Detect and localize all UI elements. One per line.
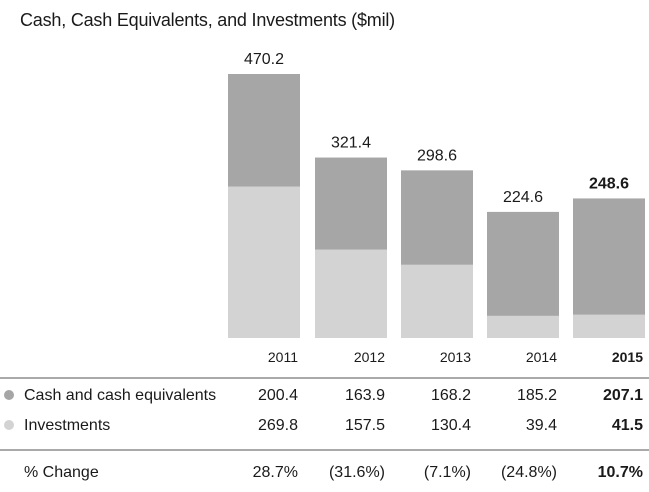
value-cash-2014: 185.2: [517, 387, 557, 404]
bar-investments-2013: [401, 264, 473, 338]
year-label-2014: 2014: [526, 349, 557, 365]
change-value-2011: 28.7%: [253, 464, 298, 481]
value-investments-2011: 269.8: [258, 417, 298, 434]
change-value-2013: (7.1%): [424, 464, 471, 481]
year-label-2012: 2012: [354, 349, 385, 365]
chart-title: Cash, Cash Equivalents, and Investments …: [20, 10, 395, 30]
value-cash-2013: 168.2: [431, 387, 471, 404]
bar-cash-2014: [487, 211, 559, 316]
value-investments-2012: 157.5: [345, 417, 385, 434]
year-label-2013: 2013: [440, 349, 471, 365]
total-label-2014: 224.6: [503, 189, 543, 206]
bar-investments-2015: [573, 314, 645, 338]
change-value-2015: 10.7%: [598, 464, 643, 481]
total-label-2012: 321.4: [331, 135, 371, 152]
total-label-2011: 470.2: [244, 51, 284, 68]
change-row-label: % Change: [24, 464, 99, 481]
legend-marker-cash: [4, 390, 14, 400]
bar-investments-2014: [487, 315, 559, 338]
value-investments-2013: 130.4: [431, 417, 471, 434]
bar-cash-2012: [315, 157, 387, 250]
year-label-2011: 2011: [268, 349, 298, 365]
bar-investments-2012: [315, 249, 387, 338]
bar-investments-2011: [228, 186, 300, 338]
total-label-2015: 248.6: [589, 175, 629, 192]
value-investments-2015: 41.5: [612, 417, 643, 434]
bar-cash-2013: [401, 170, 473, 265]
total-label-2013: 298.6: [417, 147, 457, 164]
legend-label-investments: Investments: [24, 417, 110, 434]
bar-cash-2015: [573, 198, 645, 315]
legend-marker-investments: [4, 420, 14, 430]
bar-cash-2011: [228, 74, 300, 187]
change-value-2012: (31.6%): [329, 464, 385, 481]
legend-label-cash: Cash and cash equivalents: [24, 387, 216, 404]
value-cash-2015: 207.1: [603, 387, 643, 404]
value-cash-2012: 163.9: [345, 387, 385, 404]
value-cash-2011: 200.4: [258, 387, 298, 404]
year-label-2015: 2015: [612, 349, 643, 365]
value-investments-2014: 39.4: [526, 417, 557, 434]
change-value-2014: (24.8%): [501, 464, 557, 481]
